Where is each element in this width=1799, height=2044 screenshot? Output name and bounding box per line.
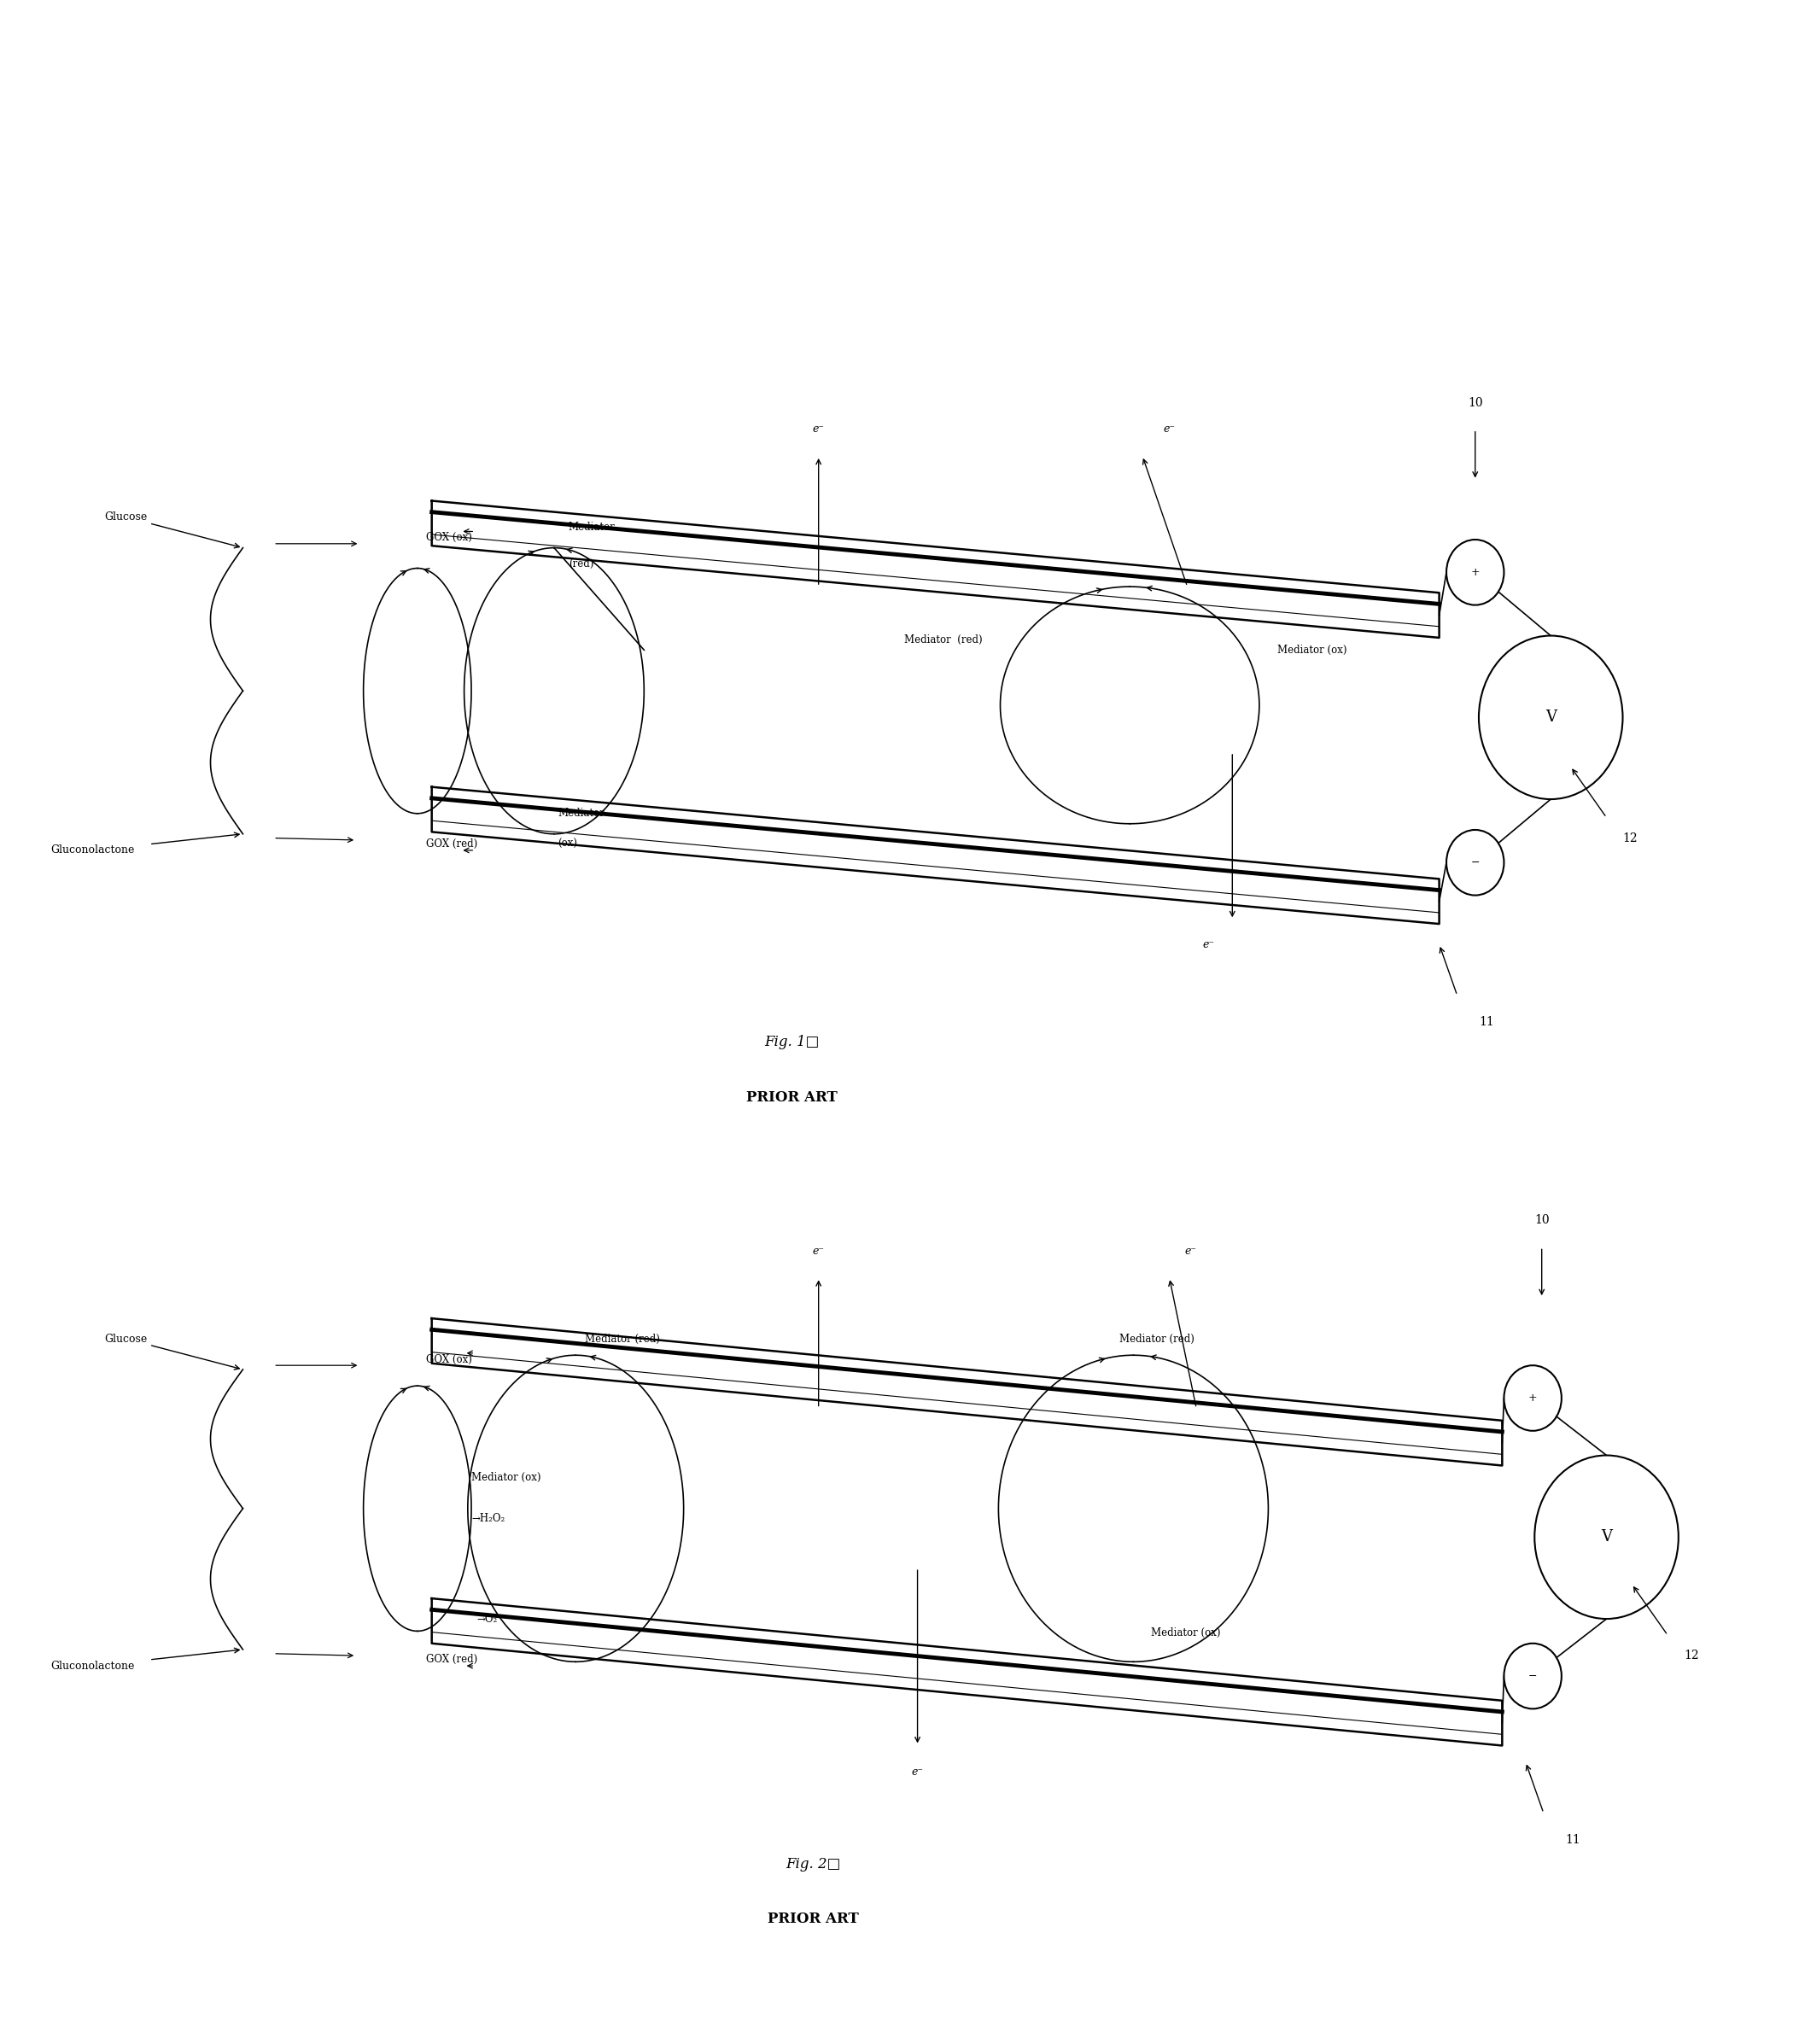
Text: −: − [1529, 1670, 1536, 1682]
Text: PRIOR ART: PRIOR ART [747, 1089, 837, 1106]
Text: Mediator (ox): Mediator (ox) [471, 1472, 541, 1484]
Circle shape [1504, 1643, 1562, 1709]
Text: 11: 11 [1565, 1833, 1580, 1846]
Text: +: + [1470, 566, 1481, 578]
Text: Mediator (ox): Mediator (ox) [1277, 644, 1347, 656]
Polygon shape [432, 787, 1439, 924]
Text: e⁻: e⁻ [813, 1245, 824, 1257]
Text: Fig. 2□: Fig. 2□ [786, 1856, 840, 1872]
Text: Gluconolactone: Gluconolactone [50, 844, 135, 856]
Text: 12: 12 [1684, 1650, 1698, 1662]
Text: 11: 11 [1479, 1016, 1493, 1028]
Circle shape [1535, 1455, 1678, 1619]
Text: e⁻: e⁻ [1186, 1245, 1196, 1257]
Text: GOX (red): GOX (red) [426, 838, 479, 850]
Text: 10: 10 [1535, 1214, 1549, 1226]
Text: Mediator  (red): Mediator (red) [905, 634, 982, 646]
Polygon shape [432, 1318, 1502, 1466]
Text: 10: 10 [1468, 397, 1482, 409]
Text: (red): (red) [568, 558, 594, 570]
Text: e⁻: e⁻ [1204, 938, 1214, 950]
Text: V: V [1601, 1529, 1612, 1545]
Text: Mediator: Mediator [558, 807, 604, 820]
Text: Glucose: Glucose [104, 1333, 148, 1345]
Circle shape [1479, 636, 1623, 799]
Polygon shape [432, 501, 1439, 638]
Text: +: + [1527, 1392, 1538, 1404]
Text: 12: 12 [1623, 832, 1637, 844]
Text: e⁻: e⁻ [813, 423, 824, 435]
Text: e⁻: e⁻ [1164, 423, 1175, 435]
Text: Fig. 1□: Fig. 1□ [765, 1034, 819, 1051]
Text: e⁻: e⁻ [912, 1766, 923, 1778]
Circle shape [1446, 830, 1504, 895]
Text: Mediator: Mediator [568, 521, 615, 533]
Polygon shape [432, 1598, 1502, 1746]
Text: →O₂: →O₂ [477, 1613, 498, 1625]
Text: −: − [1472, 856, 1479, 869]
Circle shape [1504, 1365, 1562, 1431]
Text: V: V [1545, 709, 1556, 726]
Text: →H₂O₂: →H₂O₂ [471, 1513, 506, 1525]
Text: Gluconolactone: Gluconolactone [50, 1660, 135, 1672]
Circle shape [1446, 540, 1504, 605]
Text: (ox): (ox) [558, 838, 577, 850]
Text: Mediator (red): Mediator (red) [1119, 1333, 1195, 1345]
Text: GOX (ox): GOX (ox) [426, 1353, 473, 1365]
Text: Mediator (red): Mediator (red) [585, 1333, 660, 1345]
Text: Mediator (ox): Mediator (ox) [1151, 1627, 1222, 1639]
Text: PRIOR ART: PRIOR ART [768, 1911, 858, 1927]
Text: GOX (ox): GOX (ox) [426, 531, 473, 544]
Text: GOX (red): GOX (red) [426, 1654, 479, 1666]
Text: Glucose: Glucose [104, 511, 148, 523]
